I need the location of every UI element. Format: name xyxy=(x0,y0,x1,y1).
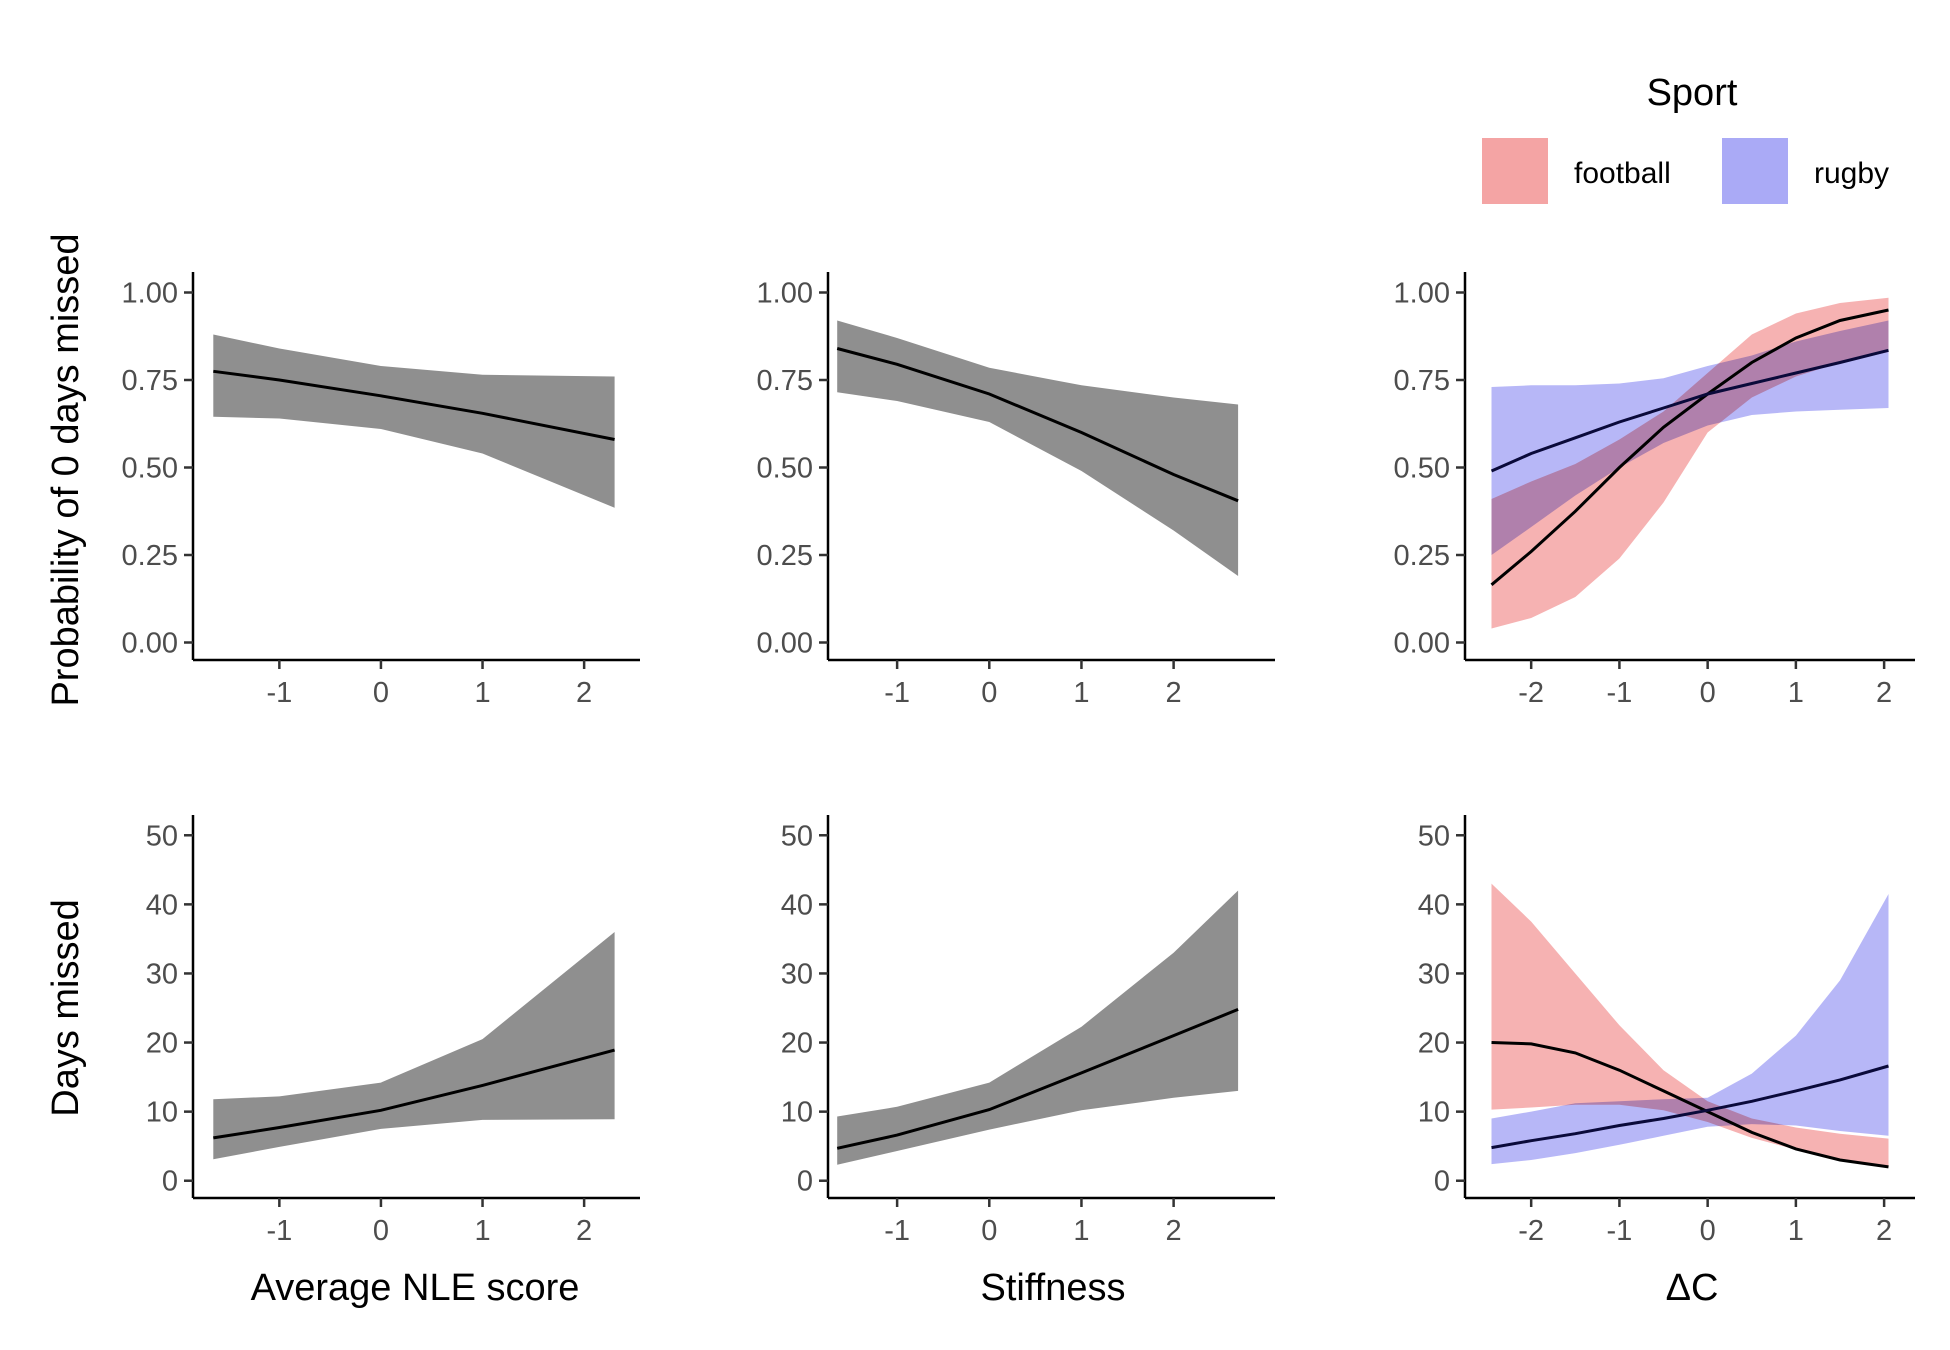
fit-line-football xyxy=(1490,308,1889,586)
col-label-stiffness: Stiffness xyxy=(980,1267,1125,1309)
confidence-band xyxy=(213,932,615,1160)
x-tick-label: -2 xyxy=(1518,1215,1544,1247)
x-tick-label: 2 xyxy=(576,1215,592,1247)
legend-label-rugby: rugby xyxy=(1814,157,1889,190)
x-tick-label: -1 xyxy=(1607,1215,1633,1247)
fit-line xyxy=(836,347,1239,503)
y-tick-label: 20 xyxy=(1418,1028,1450,1060)
y-tick-label: 1.00 xyxy=(122,278,178,310)
x-tick-label: 0 xyxy=(981,677,997,709)
y-tick-label: 0.25 xyxy=(757,540,813,572)
legend-label-football: football xyxy=(1574,157,1671,190)
y-tick-label: 1.00 xyxy=(1394,278,1450,310)
y-tick-label: 0 xyxy=(797,1166,813,1198)
row-label-days: Days missed xyxy=(45,899,87,1117)
y-tick-label: 50 xyxy=(1418,820,1450,852)
fit-line-rugby xyxy=(1491,1064,1889,1150)
y-tick-label: 0 xyxy=(162,1166,178,1198)
x-tick-label: 0 xyxy=(373,1215,389,1247)
x-tick-label: 1 xyxy=(1788,1215,1804,1247)
confidence-band-rugby xyxy=(1491,320,1889,555)
y-tick-label: 30 xyxy=(1418,958,1450,990)
x-tick-label: -1 xyxy=(266,1215,292,1247)
x-tick-label: 1 xyxy=(1073,1215,1089,1247)
y-tick-label: 0.00 xyxy=(757,628,813,660)
x-tick-label: -1 xyxy=(884,1215,910,1247)
x-tick-label: 1 xyxy=(1788,677,1804,709)
panel-0-1: 0.00 0.25 0.50 0.75 1.00 -1 0 1 2 xyxy=(757,272,1275,709)
panel-1-0: 0 10 20 30 40 50 -1 0 1 2 xyxy=(146,815,640,1247)
panel-0-2: 0.00 0.25 0.50 0.75 1.00 -2 -1 0 1 2 xyxy=(1394,272,1915,709)
confidence-band xyxy=(837,890,1239,1165)
y-tick-label: 0.75 xyxy=(1394,365,1450,397)
fit-line xyxy=(213,369,615,441)
y-tick-label: 0.00 xyxy=(122,628,178,660)
confidence-band xyxy=(837,320,1239,576)
y-tick-label: 50 xyxy=(781,820,813,852)
y-tick-label: 40 xyxy=(781,889,813,921)
confidence-band-football xyxy=(1491,883,1889,1167)
y-tick-label: 0.25 xyxy=(1394,540,1450,572)
legend: Sport football rugby xyxy=(1482,72,1889,204)
y-tick-label: 0.50 xyxy=(1394,453,1450,485)
y-tick-label: 40 xyxy=(1418,889,1450,921)
confidence-band-football xyxy=(1491,297,1889,629)
y-tick-label: 1.00 xyxy=(757,278,813,310)
y-tick-label: 30 xyxy=(146,958,178,990)
col-label-delta-c: ΔC xyxy=(1666,1267,1719,1309)
x-tick-label: 1 xyxy=(474,1215,490,1247)
legend-swatch-rugby xyxy=(1722,138,1788,204)
fit-line-rugby xyxy=(1490,348,1889,473)
y-tick-label: 0.75 xyxy=(757,365,813,397)
row-label-probability: Probability of 0 days missed xyxy=(45,233,87,706)
x-tick-label: 0 xyxy=(373,677,389,709)
x-tick-label: -2 xyxy=(1518,677,1544,709)
fit-line-football xyxy=(1491,1041,1889,1169)
x-tick-label: 2 xyxy=(1876,1215,1892,1247)
y-tick-label: 40 xyxy=(146,889,178,921)
panel-0-0: 0.00 0.25 0.50 0.75 1.00 -1 0 1 2 xyxy=(122,272,640,709)
x-tick-label: 2 xyxy=(1166,1215,1182,1247)
x-tick-label: 0 xyxy=(1700,1215,1716,1247)
y-tick-label: 0.25 xyxy=(122,540,178,572)
y-tick-label: 10 xyxy=(1418,1097,1450,1129)
y-tick-label: 20 xyxy=(146,1028,178,1060)
y-tick-label: 10 xyxy=(146,1097,178,1129)
x-tick-label: 0 xyxy=(981,1215,997,1247)
y-tick-label: 50 xyxy=(146,820,178,852)
confidence-band xyxy=(213,334,615,508)
x-tick-label: 2 xyxy=(1876,677,1892,709)
y-tick-label: 0.00 xyxy=(1394,628,1450,660)
fit-line xyxy=(213,1048,615,1140)
col-label-nle: Average NLE score xyxy=(251,1267,580,1309)
panel-grid: 0.00 0.25 0.50 0.75 1.00 -1 0 1 2 0.00 0.25 0.50 0.7… xyxy=(122,272,1915,1247)
legend-swatch-football xyxy=(1482,138,1548,204)
x-tick-label: 2 xyxy=(1166,677,1182,709)
y-tick-label: 0.50 xyxy=(757,453,813,485)
x-tick-label: -1 xyxy=(884,677,910,709)
panel-1-2: 0 10 20 30 40 50 -2 -1 0 1 2 xyxy=(1418,815,1915,1247)
confidence-band-rugby xyxy=(1491,894,1889,1165)
x-tick-label: 0 xyxy=(1700,677,1716,709)
panel-1-1: 0 10 20 30 40 50 -1 0 1 2 xyxy=(781,815,1275,1247)
legend-title: Sport xyxy=(1647,72,1738,114)
y-tick-label: 30 xyxy=(781,958,813,990)
x-tick-label: 1 xyxy=(474,677,490,709)
x-tick-label: -1 xyxy=(1607,677,1633,709)
y-tick-label: 20 xyxy=(781,1028,813,1060)
x-tick-label: 1 xyxy=(1073,677,1089,709)
y-tick-label: 10 xyxy=(781,1097,813,1129)
fit-line xyxy=(836,1008,1239,1150)
y-tick-label: 0.75 xyxy=(122,365,178,397)
x-tick-label: 2 xyxy=(576,677,592,709)
x-tick-label: -1 xyxy=(266,677,292,709)
y-tick-label: 0.50 xyxy=(122,453,178,485)
y-tick-label: 0 xyxy=(1434,1166,1450,1198)
